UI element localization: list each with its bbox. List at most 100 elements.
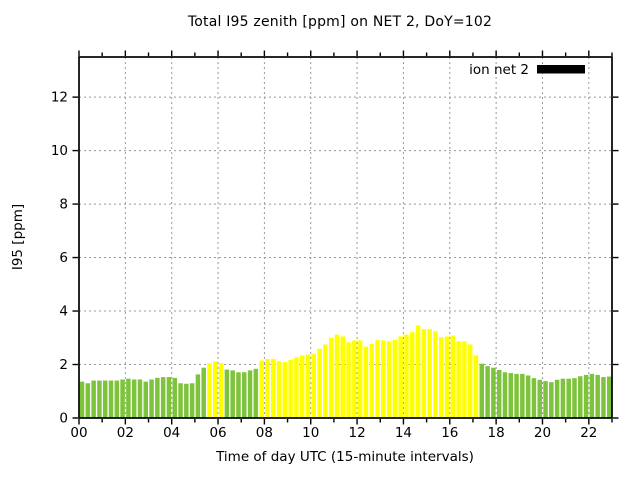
x-tick-label: 02 xyxy=(117,425,134,441)
bar xyxy=(607,376,612,418)
bar xyxy=(485,366,490,418)
bar xyxy=(79,381,85,418)
bar xyxy=(195,374,201,418)
bar xyxy=(549,382,554,418)
bar xyxy=(502,372,508,418)
bar xyxy=(311,353,317,418)
bar xyxy=(572,378,577,418)
bar xyxy=(166,377,172,418)
bar xyxy=(375,339,380,418)
bar xyxy=(253,368,259,418)
bar xyxy=(415,325,421,418)
bar xyxy=(496,369,502,418)
bar xyxy=(554,379,560,418)
bar xyxy=(131,379,137,418)
bar xyxy=(357,340,363,418)
bar xyxy=(218,363,224,418)
bar xyxy=(346,342,351,418)
x-tick-label: 14 xyxy=(395,425,412,441)
bar xyxy=(520,373,525,418)
bar xyxy=(386,341,392,418)
y-tick-label: 0 xyxy=(59,411,68,427)
bar xyxy=(247,370,253,418)
y-tick-label: 10 xyxy=(51,143,68,159)
bar xyxy=(236,372,241,418)
bar xyxy=(270,358,276,418)
x-tick-label: 00 xyxy=(70,425,87,441)
bar xyxy=(137,379,143,418)
bar xyxy=(583,374,589,418)
bar xyxy=(160,377,166,418)
bar xyxy=(427,328,432,418)
x-tick-label: 16 xyxy=(441,425,458,441)
bar xyxy=(595,374,600,418)
bar xyxy=(566,378,571,418)
bar xyxy=(102,380,108,418)
x-tick-label: 06 xyxy=(209,425,226,441)
bar xyxy=(450,335,456,418)
y-tick-label: 8 xyxy=(59,197,68,213)
bar xyxy=(363,346,369,418)
bar xyxy=(114,380,120,418)
bar xyxy=(288,359,293,418)
bar xyxy=(514,373,519,418)
plot-border xyxy=(78,56,613,419)
bar xyxy=(543,381,548,418)
bar xyxy=(207,363,212,418)
bar xyxy=(282,362,288,418)
bar xyxy=(85,383,91,418)
chart-title: Total I95 zenith [ppm] on NET 2, DoY=102 xyxy=(187,14,493,30)
bar xyxy=(120,379,125,418)
x-tick-label: 22 xyxy=(580,425,597,441)
bar xyxy=(491,367,496,418)
bar xyxy=(91,380,96,418)
bar xyxy=(149,379,154,418)
bar xyxy=(294,357,299,418)
legend-label: ion net 2 xyxy=(469,62,529,78)
bar xyxy=(317,348,322,418)
bar xyxy=(155,377,160,418)
bar xyxy=(305,354,311,418)
bar xyxy=(224,369,230,418)
bar xyxy=(589,373,595,418)
bar xyxy=(328,337,334,418)
bar xyxy=(242,372,247,418)
bar xyxy=(299,355,305,418)
bar xyxy=(189,383,195,418)
bar xyxy=(433,331,438,418)
bar xyxy=(473,355,479,418)
bar xyxy=(276,361,282,418)
bar xyxy=(259,360,264,418)
bar xyxy=(392,339,398,418)
bar xyxy=(531,378,537,418)
bar xyxy=(410,332,415,418)
bar xyxy=(462,341,467,418)
bar xyxy=(265,358,270,418)
x-axis-label: Time of day UTC (15-minute intervals) xyxy=(216,449,474,465)
x-tick-label: 20 xyxy=(534,425,551,441)
y-tick-label: 2 xyxy=(59,357,68,373)
x-tick-label: 08 xyxy=(256,425,273,441)
bar xyxy=(126,378,131,418)
bar xyxy=(467,344,473,418)
x-tick-label: 10 xyxy=(302,425,319,441)
bar xyxy=(404,334,409,418)
x-tick-label: 18 xyxy=(488,425,505,441)
bar xyxy=(213,361,218,418)
bar xyxy=(398,336,403,418)
bar xyxy=(508,373,514,418)
bar xyxy=(143,381,149,418)
bar xyxy=(201,367,206,418)
bar xyxy=(323,344,328,418)
bar xyxy=(601,377,606,418)
bar xyxy=(369,343,374,418)
x-tick-label: 12 xyxy=(348,425,365,441)
bar xyxy=(578,376,583,418)
legend-swatch xyxy=(537,65,585,74)
bar xyxy=(479,363,485,418)
y-tick-label: 4 xyxy=(59,304,68,320)
bar xyxy=(381,340,386,418)
bar xyxy=(421,328,427,418)
